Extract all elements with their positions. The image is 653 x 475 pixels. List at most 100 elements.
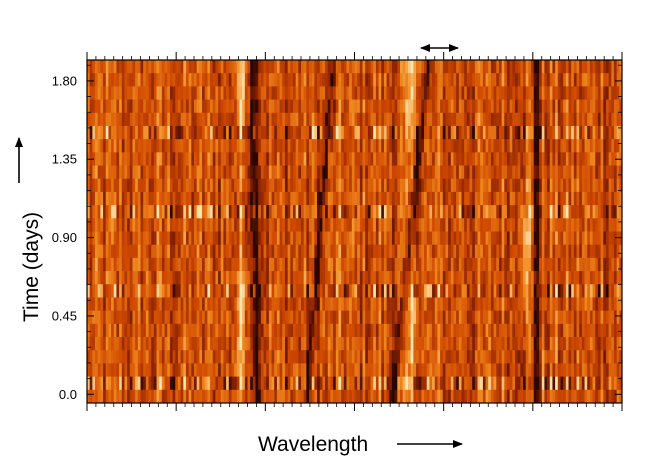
heatmap-cell — [95, 112, 99, 127]
heatmap-cell — [298, 99, 302, 114]
heatmap-cell — [391, 337, 396, 351]
heatmap-cell — [506, 178, 511, 193]
heatmap-cell — [354, 376, 358, 391]
heatmap-cell — [365, 363, 369, 378]
heatmap-cell — [490, 165, 494, 180]
heatmap-cell — [116, 73, 120, 87]
heatmap-cell — [563, 297, 567, 312]
heatmap-cell — [477, 218, 481, 232]
heatmap-cell — [252, 363, 256, 378]
heatmap-cell — [92, 165, 96, 180]
heatmap-cell — [292, 231, 297, 246]
heatmap-cell — [373, 178, 377, 193]
heatmap-cell — [579, 376, 583, 391]
heatmap-cell — [202, 99, 206, 114]
heatmap-cell — [389, 125, 393, 140]
heatmap-cell — [196, 191, 200, 206]
heatmap-cell — [464, 376, 468, 391]
heatmap-cell — [573, 191, 577, 206]
heatmap-cell — [303, 337, 307, 351]
heatmap-cell — [129, 205, 133, 219]
heatmap-cell — [250, 139, 254, 153]
heatmap-cell — [207, 60, 211, 74]
heatmap-cell — [386, 191, 390, 206]
heatmap-cell — [175, 257, 179, 272]
heatmap-cell — [129, 363, 133, 378]
heatmap-cell — [592, 86, 596, 100]
heatmap-cell — [338, 191, 342, 206]
heatmap-cell — [132, 297, 136, 312]
heatmap-cell — [461, 376, 465, 391]
heatmap-cell — [220, 297, 224, 312]
heatmap-cell — [103, 99, 107, 114]
heatmap-cell — [95, 139, 99, 153]
heatmap-cell — [204, 271, 208, 285]
heatmap-cell — [135, 165, 139, 180]
heatmap-cell — [341, 350, 345, 364]
heatmap-cell — [357, 112, 361, 127]
heatmap-cell — [263, 363, 267, 378]
heatmap-cell — [536, 297, 540, 312]
heatmap-cell — [220, 310, 224, 325]
heatmap-cell — [512, 112, 516, 127]
heatmap-cell — [301, 350, 305, 364]
heatmap-cell — [127, 73, 131, 87]
heatmap-cell — [250, 99, 254, 114]
heatmap-cell — [330, 73, 334, 87]
heatmap-cell — [611, 297, 615, 312]
heatmap-cell — [244, 112, 248, 127]
heatmap-cell — [194, 60, 198, 74]
heatmap-cell — [236, 191, 240, 206]
heatmap-cell — [279, 112, 283, 127]
heatmap-cell — [613, 337, 618, 351]
heatmap-cell — [557, 218, 561, 232]
heatmap-cell — [405, 297, 409, 312]
heatmap-cell — [185, 178, 190, 193]
heatmap-cell — [143, 218, 147, 232]
heatmap-cell — [164, 191, 168, 206]
heatmap-cell — [161, 231, 165, 246]
heatmap-cell — [258, 376, 262, 391]
heatmap-cell — [490, 350, 494, 364]
heatmap-cell — [255, 112, 259, 127]
heatmap-cell — [252, 376, 256, 391]
heatmap-cell — [242, 191, 246, 206]
heatmap-cell — [111, 86, 115, 100]
heatmap-cell — [129, 310, 133, 325]
heatmap-cell — [266, 323, 270, 338]
heatmap-cell — [212, 337, 216, 351]
heatmap-cell — [426, 323, 430, 338]
heatmap-cell — [188, 86, 192, 100]
heatmap-cell — [474, 152, 478, 166]
heatmap-cell — [255, 86, 259, 100]
heatmap-cell — [191, 231, 195, 246]
heatmap-cell — [242, 337, 246, 351]
heatmap-cell — [576, 376, 580, 391]
heatmap-cell — [373, 323, 377, 338]
heatmap-cell — [496, 73, 500, 87]
heatmap-cell — [595, 178, 599, 193]
heatmap-cell — [464, 99, 468, 114]
heatmap-cell — [587, 350, 591, 364]
heatmap-cell — [485, 376, 489, 391]
heatmap-cell — [161, 152, 165, 166]
heatmap-cell — [485, 271, 489, 285]
heatmap-cell — [416, 257, 420, 272]
heatmap-cell — [367, 86, 371, 100]
heatmap-cell — [228, 310, 232, 325]
heatmap-cell — [579, 86, 583, 100]
heatmap-cell — [485, 284, 489, 298]
heatmap-cell — [95, 73, 99, 87]
heatmap-cell — [207, 244, 211, 259]
heatmap-cell — [87, 323, 91, 338]
heatmap-cell — [169, 231, 173, 246]
heatmap-cell — [515, 191, 519, 206]
heatmap-cell — [188, 244, 192, 259]
heatmap-cell — [218, 191, 222, 206]
heatmap-cell — [255, 139, 259, 153]
heatmap-cell — [135, 139, 139, 153]
heatmap-cell — [429, 363, 433, 378]
heatmap-cell — [541, 165, 545, 180]
heatmap-cell — [573, 86, 577, 100]
heatmap-cell — [547, 205, 551, 219]
